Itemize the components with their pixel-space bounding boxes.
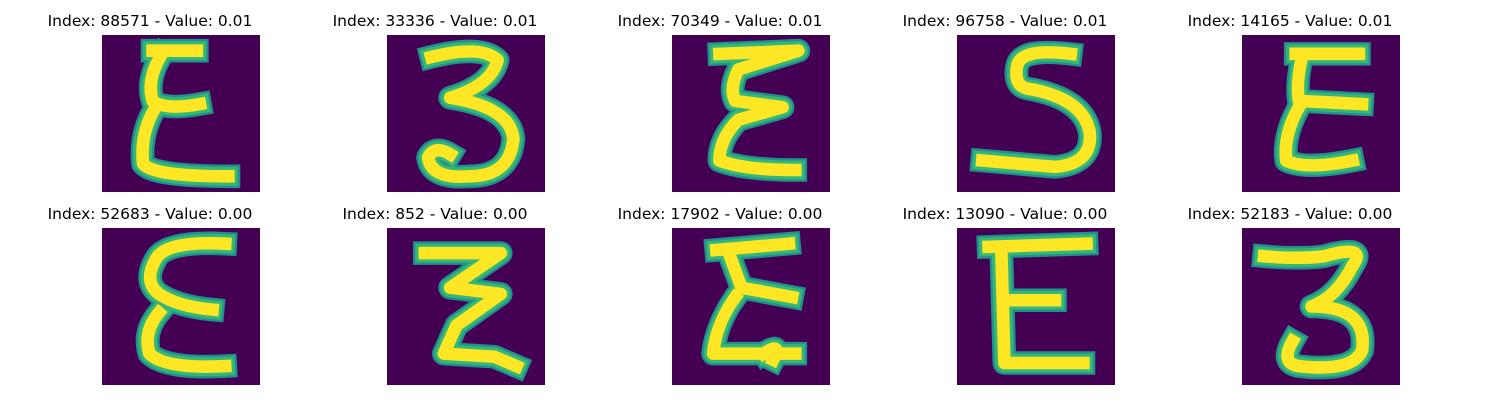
glyph-stroke [1257,245,1370,374]
panel-title: Index: 96758 - Value: 0.01 [902,12,1108,30]
glyph-svg [707,38,811,182]
image-panel: Index: 852 - Value: 0.00 [285,193,585,386]
glyph-image [1242,228,1400,385]
glyph-stroke [706,236,802,369]
glyph-svg [1251,239,1375,380]
image-panel: Index: 70349 - Value: 0.01 [570,0,870,193]
glyph-stroke [136,44,235,183]
glyph-stroke [982,237,1094,370]
glyph-stroke [141,236,232,373]
glyph-svg [976,231,1099,375]
image-panel: Index: 14165 - Value: 0.01 [1140,0,1440,193]
glyph-svg [416,39,526,189]
panel-title: Index: 33336 - Value: 0.01 [332,12,538,30]
glyph-image [957,228,1115,385]
glyph-image [1242,35,1400,192]
image-panel: Index: 17902 - Value: 0.00 [570,193,870,386]
panel-title: Index: 17902 - Value: 0.00 [617,205,823,223]
glyph-image [387,228,545,385]
glyph-svg [969,40,1102,179]
glyph-svg [130,37,241,189]
glyph-svg [1273,42,1375,178]
image-panel: Index: 13090 - Value: 0.00 [855,193,1155,386]
glyph-image [387,35,545,192]
panel-title: Index: 14165 - Value: 0.01 [1187,12,1393,30]
image-panel: Index: 52183 - Value: 0.00 [1140,193,1440,386]
glyph-svg [413,241,533,382]
glyph-svg [701,230,808,376]
panel-title: Index: 52183 - Value: 0.00 [1187,205,1393,223]
glyph-stroke [421,45,520,183]
glyph-image [957,35,1115,192]
glyph-svg [135,231,238,379]
glyph-stroke [418,246,525,375]
panel-title: Index: 88571 - Value: 0.01 [47,12,253,30]
panel-title: Index: 852 - Value: 0.00 [342,205,528,223]
image-panel: Index: 52683 - Value: 0.00 [0,193,300,386]
panel-title: Index: 70349 - Value: 0.01 [617,12,823,30]
glyph-image [672,35,830,192]
glyph-image [672,228,830,385]
glyph-stroke [975,46,1097,174]
glyph-stroke [1279,47,1369,172]
glyph-image [102,35,260,192]
image-panel: Index: 96758 - Value: 0.01 [855,0,1155,193]
image-panel: Index: 33336 - Value: 0.01 [285,0,585,193]
image-panel: Index: 88571 - Value: 0.01 [0,0,300,193]
glyph-stroke [712,44,805,177]
panel-title: Index: 13090 - Value: 0.00 [902,205,1108,223]
glyph-image [102,228,260,385]
panel-title: Index: 52683 - Value: 0.00 [47,205,253,223]
